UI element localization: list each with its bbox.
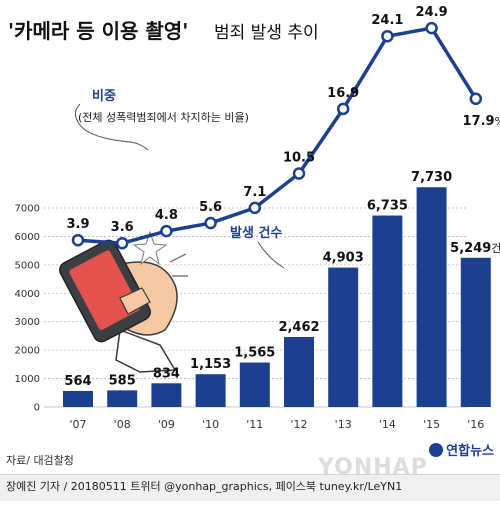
camera-hand-illustration xyxy=(59,230,188,373)
line-value-label: 24.9 xyxy=(416,5,448,20)
footer-bar xyxy=(0,474,500,501)
bar-value-label: 4,903 xyxy=(323,251,364,266)
bar xyxy=(284,337,314,407)
x-tick-label: '10 xyxy=(202,418,219,431)
logo-icon xyxy=(429,443,444,457)
y-tick-label: 4000 xyxy=(15,289,40,300)
bar xyxy=(460,257,491,407)
x-tick-label: '13 xyxy=(335,418,352,431)
x-tick-label: '09 xyxy=(158,418,175,431)
bar-series xyxy=(63,187,491,407)
line-point xyxy=(248,201,262,215)
bar xyxy=(107,390,138,407)
line-value-label: 24.1 xyxy=(371,13,403,28)
bar xyxy=(151,383,182,407)
bar-series-name: 발생 건수 xyxy=(230,225,282,241)
x-tick-label: '14 xyxy=(379,418,396,431)
line-point xyxy=(71,233,85,247)
y-tick-label: 5000 xyxy=(15,260,40,271)
x-tick-label: '08 xyxy=(114,418,131,431)
source-note: 자료/ 대검찰청 xyxy=(6,454,74,467)
line-label-unit: % xyxy=(495,115,500,128)
bar-label-unit: 건 xyxy=(491,242,500,255)
y-tick-label: 3000 xyxy=(15,317,40,328)
line-point xyxy=(292,167,306,180)
line-point xyxy=(204,216,217,230)
bar xyxy=(328,267,359,407)
x-tick-label: '07 xyxy=(69,418,86,431)
line-value-label: 4.8 xyxy=(155,208,178,223)
line-value-label: 10.5 xyxy=(283,151,315,166)
bar-value-label: 585 xyxy=(109,373,136,388)
line-value-label: 16.9 xyxy=(327,86,359,101)
bar xyxy=(372,215,403,407)
bar xyxy=(416,187,447,407)
bar-value-label: 5,249건 xyxy=(450,241,500,256)
bar xyxy=(239,362,270,407)
bar-value-label: 1,153 xyxy=(190,357,231,372)
line-point xyxy=(469,92,483,106)
line-series-name: 비중 xyxy=(92,89,116,104)
line-point xyxy=(381,29,394,43)
line-value-label: 3.6 xyxy=(111,220,134,235)
line-value-label: 3.9 xyxy=(66,217,89,232)
bar xyxy=(195,374,226,407)
chart-title: '카메라 등 이용 촬영' xyxy=(8,19,188,43)
bar-value-label: 6,735 xyxy=(367,199,408,214)
x-tick-label: '11 xyxy=(246,418,263,431)
line-series xyxy=(71,21,483,250)
line-path xyxy=(77,26,478,245)
bar-value-label: 7,730 xyxy=(411,170,452,185)
x-tick-label: '16 xyxy=(467,418,484,431)
y-tick-label: 2000 xyxy=(15,346,40,357)
line-point xyxy=(160,224,173,238)
bar-value-label: 834 xyxy=(153,366,180,381)
footer-credit: 장예진 기자 / 20180511 트위터 @yonhap_graphics, … xyxy=(6,480,403,493)
y-tick-label: 7000 xyxy=(15,203,40,214)
x-axis-labels: '07 '08 '09 '10 '11 '12 '13 '14 '15 '16 xyxy=(69,418,484,431)
news-logo: 연합뉴스 xyxy=(429,440,494,459)
line-point xyxy=(115,236,129,250)
y-tick-label: 0 xyxy=(34,403,40,414)
line-point xyxy=(425,21,438,35)
line-point xyxy=(336,102,350,116)
bar-value-label: 564 xyxy=(64,374,91,389)
chart: '카메라 등 이용 촬영' 범죄 발생 추이 7000 6000 5000 4000 3… xyxy=(8,5,500,431)
x-tick-label: '12 xyxy=(290,418,307,431)
line-value-label: 5.6 xyxy=(199,200,222,215)
line-value-label: 17.9% xyxy=(463,114,500,129)
y-axis-ticks: 7000 6000 5000 4000 3000 2000 1000 0 xyxy=(15,203,40,413)
line-value-label: 7.1 xyxy=(243,185,266,200)
y-tick-label: 1000 xyxy=(15,374,40,385)
bar-value-label: 1,565 xyxy=(234,346,275,361)
logo-text: 연합뉴스 xyxy=(446,444,494,459)
chart-subtitle: 범죄 발생 추이 xyxy=(214,23,319,43)
line-series-subtitle: (전체 성폭력범죄에서 차지하는 비율) xyxy=(78,110,249,124)
line-value-labels: 3.9 3.6 4.8 5.6 7.1 10.5 16.9 24.1 24.9 17.9% xyxy=(66,5,500,235)
bar xyxy=(63,390,93,407)
x-tick-label: '15 xyxy=(423,418,440,431)
bar-value-label: 2,462 xyxy=(278,320,319,335)
y-tick-label: 6000 xyxy=(15,232,40,243)
